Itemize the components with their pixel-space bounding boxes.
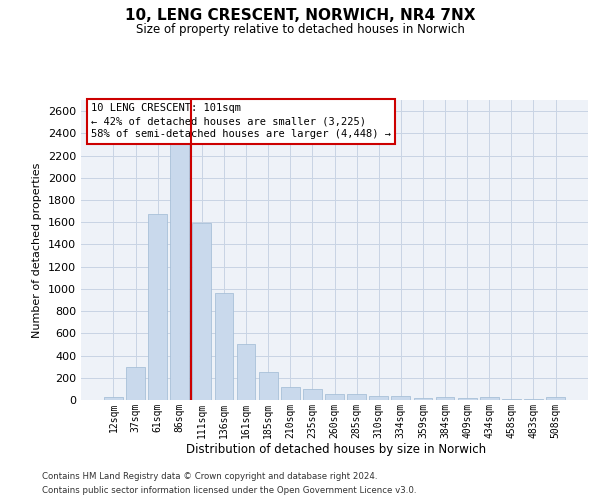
Bar: [259, 372, 278, 400]
Bar: [193, 224, 211, 400]
Bar: [436, 397, 454, 400]
Text: Contains public sector information licensed under the Open Government Licence v3: Contains public sector information licen…: [42, 486, 416, 495]
Bar: [325, 394, 344, 400]
Bar: [126, 366, 145, 400]
Text: Contains HM Land Registry data © Crown copyright and database right 2024.: Contains HM Land Registry data © Crown c…: [42, 472, 377, 481]
Text: Distribution of detached houses by size in Norwich: Distribution of detached houses by size …: [186, 442, 486, 456]
Bar: [303, 389, 322, 400]
Y-axis label: Number of detached properties: Number of detached properties: [32, 162, 43, 338]
Text: 10, LENG CRESCENT, NORWICH, NR4 7NX: 10, LENG CRESCENT, NORWICH, NR4 7NX: [125, 8, 475, 22]
Bar: [215, 294, 233, 400]
Bar: [104, 397, 123, 400]
Bar: [170, 144, 189, 400]
Text: 10 LENG CRESCENT: 101sqm
← 42% of detached houses are smaller (3,225)
58% of sem: 10 LENG CRESCENT: 101sqm ← 42% of detach…: [91, 103, 391, 140]
Bar: [148, 214, 167, 400]
Text: Size of property relative to detached houses in Norwich: Size of property relative to detached ho…: [136, 22, 464, 36]
Bar: [413, 398, 433, 400]
Bar: [281, 386, 299, 400]
Bar: [370, 396, 388, 400]
Bar: [391, 396, 410, 400]
Bar: [480, 397, 499, 400]
Bar: [236, 344, 256, 400]
Bar: [347, 394, 366, 400]
Bar: [458, 398, 476, 400]
Bar: [546, 397, 565, 400]
